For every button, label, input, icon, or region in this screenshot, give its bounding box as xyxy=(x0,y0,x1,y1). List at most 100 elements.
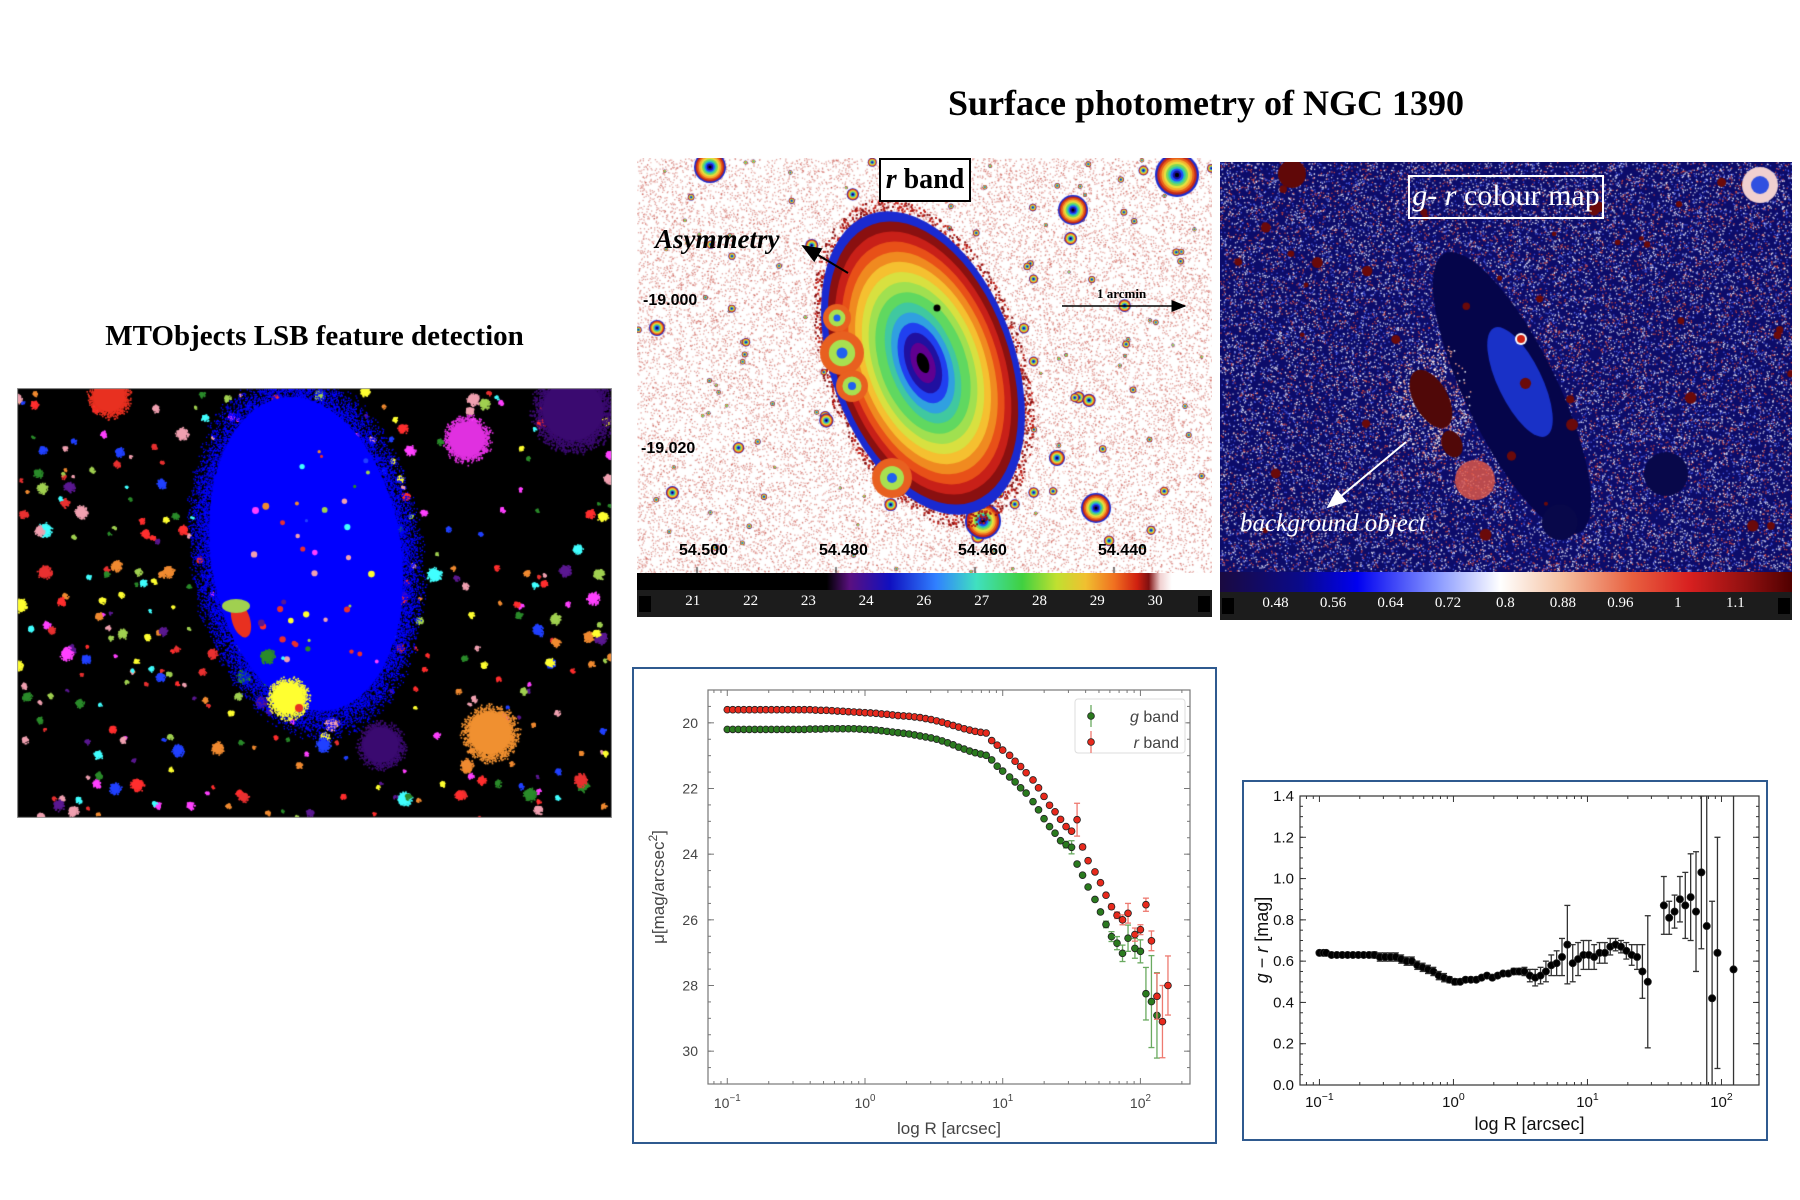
g-r-colour-map-image xyxy=(1220,162,1792,572)
data-point xyxy=(1040,792,1048,801)
legend-box xyxy=(1074,698,1186,754)
legend-marker xyxy=(1087,738,1095,746)
y-label-part: r xyxy=(1252,946,1272,953)
data-point xyxy=(1541,967,1550,976)
r-band-label-r: r xyxy=(885,164,897,195)
r-band-label: r band xyxy=(879,158,971,202)
data-point xyxy=(1622,946,1631,955)
data-point xyxy=(1702,922,1711,931)
x-tick-label: 102 xyxy=(1130,1093,1151,1111)
legend-marker xyxy=(1087,712,1095,720)
data-point xyxy=(1147,997,1156,1006)
data-point xyxy=(1124,934,1132,943)
data-point xyxy=(1536,971,1545,980)
g-r-colour-map-label: g- r colour map xyxy=(1408,175,1604,219)
x-tick-exponent: 2 xyxy=(1145,1093,1150,1104)
colorbar-tick-label: 23 xyxy=(800,593,816,609)
data-point xyxy=(1067,827,1076,835)
y-label-part: − xyxy=(1252,953,1272,974)
data-point xyxy=(982,729,990,737)
ra-label: 54.460 xyxy=(958,542,1007,559)
data-point xyxy=(1136,925,1145,934)
data-point xyxy=(1708,994,1717,1003)
data-point xyxy=(1016,784,1025,792)
data-point xyxy=(1136,947,1145,956)
data-point xyxy=(1091,868,1099,876)
data-point xyxy=(1067,843,1076,852)
data-point xyxy=(1164,981,1172,990)
y-label-end: ] xyxy=(649,830,668,835)
y-tick-label: 20 xyxy=(682,715,698,731)
colorbar-tick-label: 30 xyxy=(1147,593,1163,609)
colorbar-end-cap xyxy=(1198,596,1210,612)
g-r-colorbar-ticks: 0.48 0.56 0.64 0.72 0.8 0.88 0.96 1 1.1 xyxy=(1220,592,1792,620)
data-point xyxy=(1118,916,1127,924)
data-point xyxy=(1616,942,1625,951)
data-point xyxy=(1131,930,1139,939)
y-tick-label: 1.4 xyxy=(1273,788,1294,805)
y-tick-label: 0.2 xyxy=(1273,1036,1294,1053)
data-point xyxy=(1005,751,1014,760)
x-tick-base: 10 xyxy=(1130,1095,1146,1111)
label-r: r xyxy=(1437,179,1457,212)
scale-bar-label: 1 arcmin xyxy=(1097,286,1147,301)
x-tick-exponent: 0 xyxy=(1459,1091,1465,1103)
colorbar-end-cap xyxy=(1778,598,1790,614)
data-point xyxy=(1102,920,1110,929)
data-point xyxy=(982,751,990,760)
series-r-band xyxy=(723,705,1172,1059)
x-tick-exponent: 2 xyxy=(1727,1091,1733,1103)
data-point xyxy=(1096,908,1105,916)
colorbar-tick-label: 0.64 xyxy=(1377,595,1404,611)
data-point xyxy=(1078,843,1087,851)
x-tick-exponent: 0 xyxy=(870,1093,876,1104)
data-point xyxy=(1681,901,1690,910)
data-point xyxy=(1040,814,1048,823)
data-point xyxy=(1107,932,1116,941)
y-tick-label: 0.6 xyxy=(1273,953,1294,970)
r-band-colorbar xyxy=(637,573,1212,590)
data-point xyxy=(1011,778,1019,786)
mtobjects-segmentation-image xyxy=(17,388,612,818)
data-point xyxy=(1016,762,1025,771)
background-object-arrow xyxy=(1326,441,1407,509)
x-tick-base: 10 xyxy=(992,1095,1008,1111)
y-tick-label: 1.0 xyxy=(1273,871,1294,888)
data-point xyxy=(1659,901,1668,910)
x-tick-label: 10−1 xyxy=(1305,1091,1334,1111)
x-tick-label: 10−1 xyxy=(714,1093,741,1111)
series-g-band xyxy=(723,724,1161,1059)
x-tick-label: 102 xyxy=(1710,1091,1733,1111)
colour-profile-chart: 10−1 100 101 1020.00.20.40.60.81.01.21.4log… xyxy=(1252,788,1760,1134)
surface-brightness-profile-panel: 10−1 100 101 102 20 22 24 26 28 30 log R [arcsec] μ… xyxy=(632,667,1217,1144)
x-tick-base: 10 xyxy=(1710,1094,1727,1111)
g-r-colorbar xyxy=(1220,572,1792,592)
data-point xyxy=(1713,948,1722,957)
y-tick-label: 30 xyxy=(682,1043,698,1059)
annotation-arrows xyxy=(801,244,1187,312)
y-tick-label: 0.8 xyxy=(1273,912,1294,929)
data-point xyxy=(1118,949,1127,958)
colorbar-tick-label: 0.96 xyxy=(1607,595,1634,611)
data-point xyxy=(1056,836,1065,845)
data-point xyxy=(1670,907,1679,916)
legend-label-text: band xyxy=(1139,735,1179,752)
mto-title: MTObjects LSB feature detection xyxy=(105,320,524,352)
colorbar-tick-label: 0.8 xyxy=(1496,595,1515,611)
y-label-text: μ[mag/arcsec xyxy=(649,841,668,944)
data-point xyxy=(998,746,1007,754)
x-tick-base: 10 xyxy=(854,1095,870,1111)
r-band-colorbar-ticks: 21 22 23 24 26 27 28 29 30 xyxy=(637,590,1212,617)
data-point xyxy=(1022,768,1030,777)
data-point xyxy=(1051,808,1059,816)
data-point xyxy=(1142,989,1150,998)
data-point xyxy=(987,736,996,745)
asymmetry-arrow xyxy=(801,244,849,274)
y-label-part: [mag] xyxy=(1252,897,1272,947)
x-tick-exponent: 1 xyxy=(1593,1091,1599,1103)
data-point xyxy=(1029,797,1037,806)
data-point xyxy=(1520,967,1529,976)
colorbar-tick-label: 0.48 xyxy=(1262,595,1289,611)
x-axis-label: log R [arcsec] xyxy=(897,1119,1001,1138)
asymmetry-annotation: Asymmetry xyxy=(655,224,780,254)
